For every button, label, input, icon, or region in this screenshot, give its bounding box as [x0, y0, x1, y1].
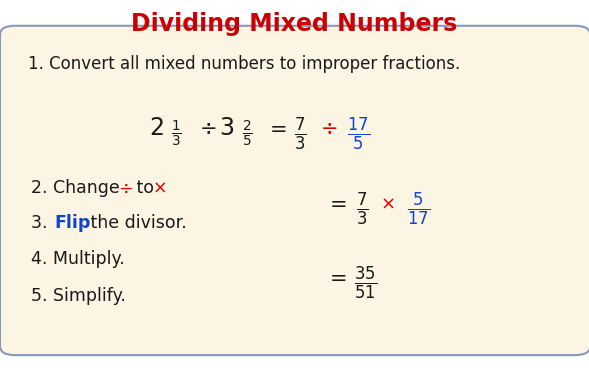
Text: $\mathregular{\frac{5}{17}}$: $\mathregular{\frac{5}{17}}$	[406, 191, 430, 229]
Text: $\mathregular{\frac{17}{5}}$: $\mathregular{\frac{17}{5}}$	[346, 116, 370, 153]
Text: 5. Simplify.: 5. Simplify.	[31, 287, 125, 305]
Text: $\times$: $\times$	[152, 179, 166, 197]
Text: to: to	[131, 179, 159, 197]
Text: 4. Multiply.: 4. Multiply.	[31, 251, 124, 268]
Text: $\mathregular{\frac{2}{5}}$: $\mathregular{\frac{2}{5}}$	[242, 119, 253, 149]
FancyBboxPatch shape	[0, 26, 589, 355]
Text: Dividing Mixed Numbers: Dividing Mixed Numbers	[131, 12, 458, 36]
Text: $\div$: $\div$	[320, 118, 337, 138]
Text: 3.: 3.	[31, 214, 52, 231]
Text: $=$: $=$	[265, 118, 286, 138]
Text: $3$: $3$	[219, 116, 234, 140]
Text: Flip: Flip	[54, 214, 91, 231]
Text: $\mathregular{\frac{1}{3}}$: $\mathregular{\frac{1}{3}}$	[171, 119, 182, 149]
Text: 2. Change: 2. Change	[31, 179, 125, 197]
Text: $\mathregular{\frac{35}{51}}$: $\mathregular{\frac{35}{51}}$	[353, 265, 377, 302]
Text: $\mathregular{\frac{7}{3}}$: $\mathregular{\frac{7}{3}}$	[356, 191, 369, 229]
Text: $\times$: $\times$	[380, 194, 394, 212]
Text: $\div$: $\div$	[118, 179, 133, 197]
Text: $2$: $2$	[149, 116, 163, 140]
Text: $=$: $=$	[325, 267, 346, 287]
Text: $=$: $=$	[325, 193, 346, 213]
Text: the divisor.: the divisor.	[85, 214, 187, 231]
Text: $\div$: $\div$	[199, 118, 217, 138]
Text: $\mathregular{\frac{7}{3}}$: $\mathregular{\frac{7}{3}}$	[294, 116, 307, 153]
Text: 1. Convert all mixed numbers to improper fractions.: 1. Convert all mixed numbers to improper…	[28, 56, 461, 73]
